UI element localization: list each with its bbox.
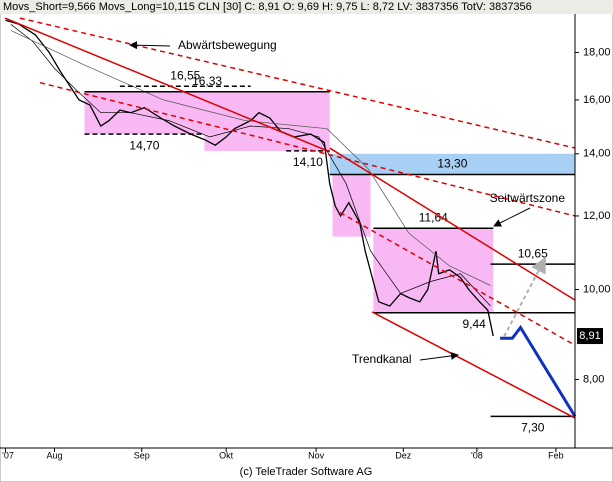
x-tick-label: Nov xyxy=(308,450,325,460)
y-tick-label: 18,00 xyxy=(583,46,611,58)
projection-arrow xyxy=(503,256,546,337)
zone xyxy=(204,134,330,151)
note: Trendkanal xyxy=(352,352,412,366)
note-arrow xyxy=(419,351,459,361)
y-tick-label: 12,00 xyxy=(583,210,611,222)
level-label: 9,44 xyxy=(462,317,486,331)
y-tick-label: 8,00 xyxy=(583,373,604,385)
note-arrow xyxy=(493,207,531,227)
header: Movs_Short=9,566 Movs_Long=10,115 CLN [3… xyxy=(3,1,532,13)
last-price-label: 8,91 xyxy=(579,330,600,342)
level-label: 16,55 xyxy=(170,68,200,82)
x-tick-label: '08 xyxy=(471,450,483,460)
y-tick-label: 14,00 xyxy=(583,148,611,160)
forecast-line xyxy=(500,324,577,418)
level-label: 13,30 xyxy=(437,157,467,171)
level-label: 14,10 xyxy=(293,155,323,169)
y-tick-label: 10,00 xyxy=(583,283,611,295)
level-label: 11,64 xyxy=(419,210,448,224)
level-label: 16,33 xyxy=(192,74,222,88)
note: Seitwärtszone xyxy=(490,191,566,205)
x-tick-label: Feb xyxy=(548,450,564,460)
note: Abwärtsbewegung xyxy=(178,38,277,52)
legend-entry: Movs_Long=10,115 xyxy=(99,1,195,13)
trend-line xyxy=(329,147,576,301)
level-label: 14,70 xyxy=(129,138,159,152)
trend-line xyxy=(371,311,576,419)
header-bar xyxy=(0,0,613,14)
note-arrow xyxy=(129,41,171,50)
band xyxy=(329,153,575,175)
y-tick-label: 16,00 xyxy=(583,94,611,106)
legend-entry: Movs_Short=9,566 xyxy=(3,1,96,13)
x-tick-label: Dez xyxy=(395,450,412,460)
price-line xyxy=(10,30,491,286)
zone xyxy=(373,228,494,313)
footer: (c) TeleTrader Software AG xyxy=(240,466,373,478)
x-tick-label: Aug xyxy=(46,450,62,460)
last-price-box xyxy=(577,328,603,345)
trend-line xyxy=(4,17,331,153)
price-line xyxy=(10,24,491,307)
trend-line xyxy=(39,81,576,217)
x-tick-label: Okt xyxy=(219,450,234,460)
level-label: 7,30 xyxy=(521,421,545,435)
x-tick-label: '07 xyxy=(2,450,14,460)
x-tick-label: Sep xyxy=(134,450,150,460)
level-label: 10,65 xyxy=(518,246,548,260)
header-info: CLN [30] C: 8,91 O: 9,69 H: 9,75 L: 8,72… xyxy=(198,1,532,13)
